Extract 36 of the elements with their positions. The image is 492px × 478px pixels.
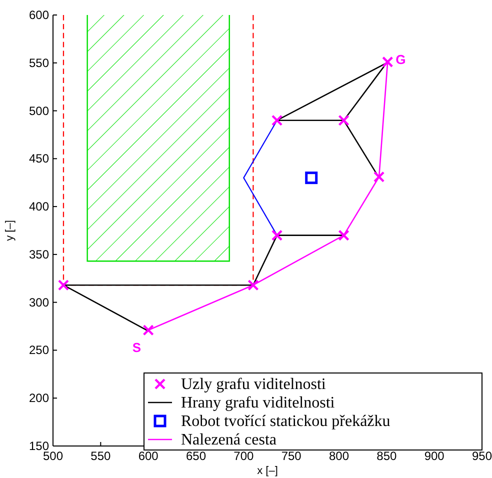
x-tick-label: 950 [472,449,492,463]
point [338,230,350,241]
annotation: S [132,340,142,356]
y-tick-label: 350 [28,247,50,262]
point [382,56,394,68]
x-tick-label: 800 [328,449,350,463]
y-tick-label: 200 [28,391,50,406]
x-tick-label: 550 [90,449,111,463]
y-tick-label: 450 [28,152,50,166]
y-axis-title: y [–] [4,220,16,241]
y-tick-label: 600 [28,8,50,22]
x-tick-label: 850 [376,449,397,463]
point [142,324,154,336]
x-tick-label: 900 [424,449,445,463]
x-axis-title: x [–] [257,465,278,477]
x-tick-label: 700 [234,449,254,463]
y-tick-label: 400 [28,200,50,214]
y-tick-label: 550 [28,56,50,70]
x-tick-label: 650 [186,449,206,463]
point [271,114,283,126]
point [373,171,385,182]
point [248,279,259,291]
y-tick-label: 500 [28,104,50,118]
legend-label: Robot tvořící statickou překážku [181,413,390,430]
legend-label: Hrany grafu viditelnosti [181,394,336,412]
x-tick-label: 600 [138,449,159,463]
y-tick-label: 300 [28,295,50,310]
point [271,230,283,241]
legend-label: Uzly grafu viditelnosti [181,376,326,393]
point [338,114,350,126]
point [305,172,318,184]
y-tick-label: 250 [28,343,50,358]
annotation: G [396,52,406,67]
point [58,279,70,291]
x-tick-label: 750 [281,449,302,463]
legend-label: Nalezená cesta [181,432,276,448]
